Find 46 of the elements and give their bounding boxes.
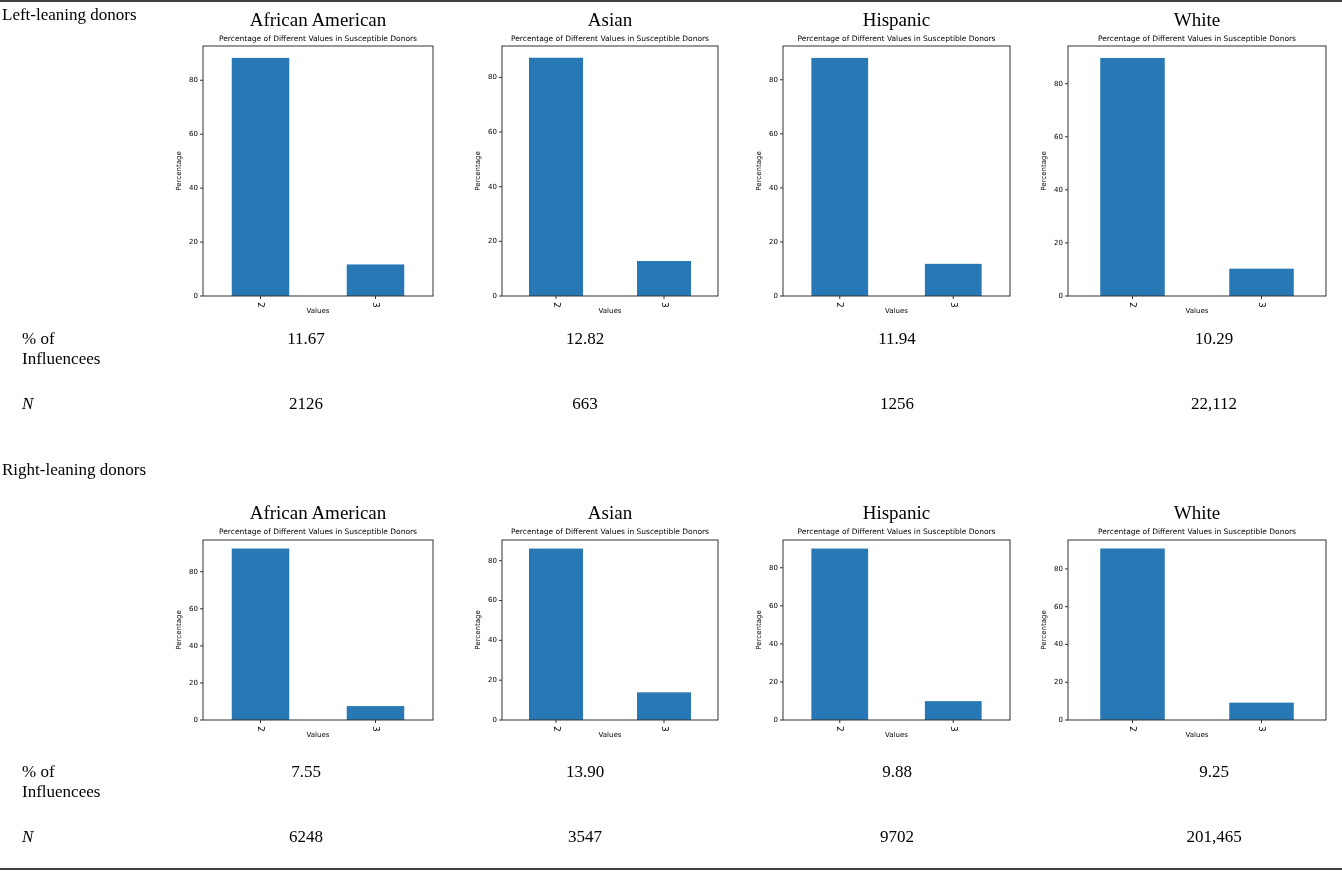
text: Left-leaning donors bbox=[2, 4, 137, 24]
x-tick-label: 3 bbox=[371, 302, 381, 308]
text: 10.29 bbox=[1194, 328, 1234, 348]
text: Right-leaning donors bbox=[2, 459, 147, 479]
text: 22,112 bbox=[1190, 393, 1238, 413]
text: N bbox=[21, 393, 35, 413]
text: 9.25 bbox=[1199, 761, 1229, 781]
x-tick-label: 2 bbox=[835, 726, 846, 732]
text: % of Influencees bbox=[22, 761, 101, 801]
x-tick-label: 2 bbox=[256, 726, 266, 732]
text: % of Influencees bbox=[22, 328, 101, 368]
x-tick-label: 2 bbox=[1128, 726, 1138, 732]
text: 7.55 bbox=[291, 761, 321, 781]
x-tick-label: 3 bbox=[1257, 302, 1267, 308]
text: 663 bbox=[572, 393, 598, 413]
x-tick-label: 2 bbox=[256, 302, 266, 308]
text: 11.67 bbox=[287, 328, 326, 348]
chart-title: African American bbox=[249, 9, 387, 30]
x-tick-label: 3 bbox=[371, 726, 381, 732]
x-tick-label: 3 bbox=[659, 726, 670, 732]
chart-title: Hispanic bbox=[862, 502, 931, 523]
x-tick-label: 3 bbox=[948, 302, 959, 308]
text: 2126 bbox=[289, 393, 323, 413]
x-tick-label: 2 bbox=[835, 302, 846, 308]
chart-title: White bbox=[1173, 9, 1221, 30]
x-tick-label: 2 bbox=[551, 302, 562, 308]
x-tick-label: 3 bbox=[1257, 726, 1267, 732]
x-tick-label: 2 bbox=[1128, 302, 1138, 308]
text: 12.82 bbox=[565, 328, 605, 348]
x-tick-label: 3 bbox=[659, 302, 670, 308]
chart-title: Asian bbox=[587, 502, 633, 523]
text: 9.88 bbox=[882, 761, 912, 781]
chart-title: African American bbox=[249, 502, 387, 523]
text: 201,465 bbox=[1186, 826, 1242, 846]
x-tick-label: 2 bbox=[551, 726, 562, 732]
text: 3547 bbox=[568, 826, 603, 846]
text: 1256 bbox=[880, 393, 914, 413]
chart-title: Hispanic bbox=[862, 9, 931, 30]
text: 11.94 bbox=[878, 328, 917, 348]
chart-title: White bbox=[1173, 502, 1221, 523]
text: 13.90 bbox=[565, 761, 605, 781]
text: 9702 bbox=[880, 826, 914, 846]
chart-title: Asian bbox=[587, 9, 633, 30]
x-tick-label: 3 bbox=[948, 726, 959, 732]
text: N bbox=[21, 826, 35, 846]
text: 6248 bbox=[289, 826, 323, 846]
